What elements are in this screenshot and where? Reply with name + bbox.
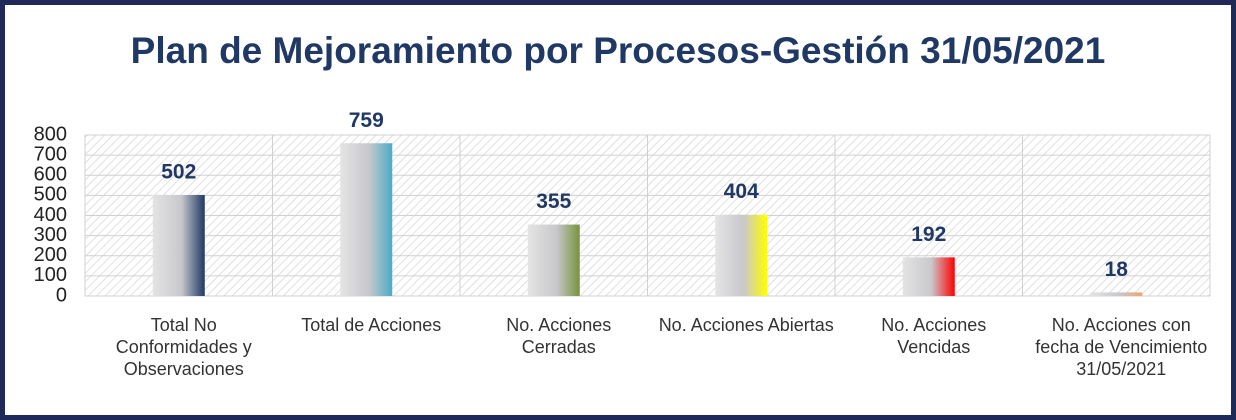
bar [527, 224, 580, 296]
value-label: 355 [536, 190, 571, 213]
x-tick-label: Total No Conformidades y Observaciones [115, 315, 252, 379]
y-tick-label: 700 [34, 143, 67, 165]
y-tick-label: 0 [56, 284, 67, 306]
y-tick-label: 100 [34, 264, 67, 286]
y-tick-label: 200 [34, 244, 67, 266]
y-tick-label: 500 [34, 184, 67, 206]
value-label: 502 [161, 161, 196, 184]
bar [902, 257, 955, 296]
x-tick-label: No. Acciones Abiertas [658, 315, 834, 335]
x-tick-label: No. Acciones Vencidas [881, 315, 987, 357]
value-label: 192 [911, 223, 946, 246]
bar [715, 214, 768, 296]
x-tick-label: No. Acciones con fecha de Vencimiento 31… [1035, 315, 1208, 379]
y-tick-label: 600 [34, 164, 67, 186]
y-tick-label: 800 [34, 123, 67, 145]
x-tick-label: Total de Acciones [301, 315, 442, 335]
chart-title: Plan de Mejoramiento por Procesos-Gestió… [131, 30, 1106, 71]
bar [340, 143, 393, 296]
value-label: 759 [349, 109, 384, 132]
bar [1090, 292, 1143, 296]
x-tick-label: No. Acciones Cerradas [506, 315, 612, 357]
y-tick-label: 400 [34, 204, 67, 226]
chart: Plan de Mejoramiento por Procesos-Gestió… [34, 30, 1211, 306]
value-label: 18 [1105, 258, 1129, 281]
bar [152, 194, 205, 296]
value-label: 404 [724, 180, 759, 203]
y-tick-label: 300 [34, 224, 67, 246]
